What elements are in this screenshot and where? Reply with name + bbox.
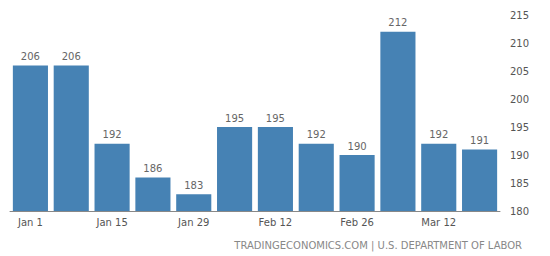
svg-text:190: 190 xyxy=(510,150,529,161)
svg-text:206: 206 xyxy=(62,51,81,62)
svg-text:212: 212 xyxy=(388,17,407,28)
svg-text:192: 192 xyxy=(429,129,448,140)
svg-text:206: 206 xyxy=(21,51,40,62)
svg-text:TRADINGECONOMICS.COM | U.S. DE: TRADINGECONOMICS.COM | U.S. DEPARTMENT O… xyxy=(233,240,522,252)
svg-text:183: 183 xyxy=(184,180,203,191)
svg-text:Mar 12: Mar 12 xyxy=(421,217,456,228)
svg-text:215: 215 xyxy=(510,10,529,21)
svg-text:Jan 15: Jan 15 xyxy=(95,217,127,228)
svg-text:Feb 26: Feb 26 xyxy=(340,217,374,228)
svg-text:200: 200 xyxy=(510,94,529,105)
svg-text:195: 195 xyxy=(225,113,244,124)
svg-text:186: 186 xyxy=(143,163,162,174)
svg-text:Feb 12: Feb 12 xyxy=(259,217,293,228)
svg-text:190: 190 xyxy=(348,141,367,152)
svg-text:205: 205 xyxy=(510,66,529,77)
svg-text:Jan 1: Jan 1 xyxy=(17,217,43,228)
svg-text:192: 192 xyxy=(103,129,122,140)
svg-text:192: 192 xyxy=(307,129,326,140)
svg-text:191: 191 xyxy=(470,135,489,146)
svg-text:195: 195 xyxy=(510,122,529,133)
svg-text:195: 195 xyxy=(266,113,285,124)
svg-text:Jan 29: Jan 29 xyxy=(177,217,209,228)
svg-text:185: 185 xyxy=(510,178,529,189)
svg-text:180: 180 xyxy=(510,206,529,217)
svg-text:210: 210 xyxy=(510,38,529,49)
